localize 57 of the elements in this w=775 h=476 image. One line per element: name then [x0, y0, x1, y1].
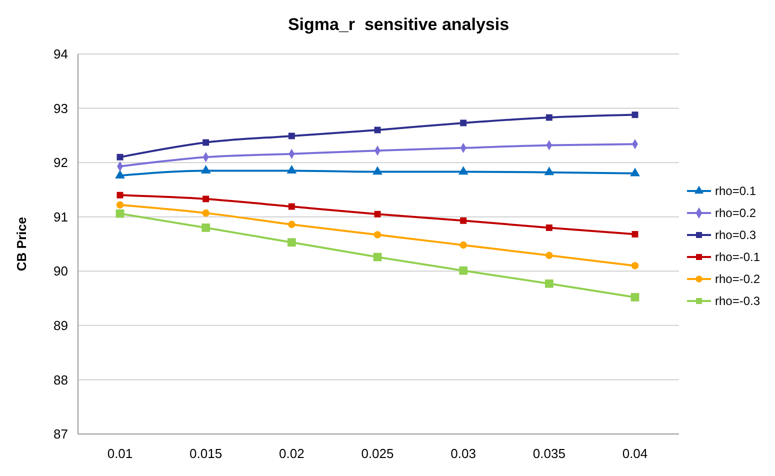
point	[546, 224, 552, 231]
point	[288, 203, 295, 210]
legend-label: rho=-0.2	[715, 272, 760, 286]
x-tick-label: 0.02	[279, 446, 304, 461]
point	[546, 252, 553, 260]
y-tick-label: 89	[54, 318, 68, 333]
point	[373, 252, 382, 262]
y-tick-label: 91	[54, 209, 68, 224]
y-tick-label: 92	[54, 155, 68, 170]
point	[116, 192, 124, 198]
point	[202, 224, 210, 232]
point	[632, 112, 638, 118]
point	[630, 293, 640, 302]
point	[202, 196, 210, 202]
point	[115, 170, 125, 178]
legend-label: rho=0.1	[715, 184, 756, 198]
point	[458, 166, 468, 175]
y-tick-label: 87	[54, 426, 68, 442]
y-tick-label: 88	[54, 372, 68, 388]
point	[372, 166, 382, 175]
x-tick-label: 0.04	[622, 446, 648, 461]
chart-title: Sigma_r sensitive analysis	[288, 15, 510, 34]
point	[116, 209, 124, 218]
y-tick-label: 90	[54, 264, 68, 279]
legend-label: rho=0.3	[715, 228, 756, 242]
point	[116, 154, 124, 160]
point	[632, 230, 638, 238]
y-axis-title: CB Price	[14, 216, 29, 272]
point	[202, 209, 210, 217]
point	[287, 238, 296, 247]
point	[631, 262, 639, 270]
x-tick-label: 0.025	[361, 446, 394, 461]
point	[546, 114, 552, 121]
legend-label: rho=-0.1	[715, 250, 760, 264]
x-tick-label: 0.01	[107, 446, 133, 461]
point	[544, 166, 554, 176]
point	[460, 241, 467, 249]
legend-label: rho=0.2	[715, 206, 756, 220]
point	[374, 231, 382, 238]
point	[286, 165, 297, 174]
point	[460, 217, 467, 224]
x-tick-label: 0.03	[450, 446, 476, 461]
x-tick-label: 0.015	[190, 446, 222, 461]
point	[116, 201, 124, 209]
y-tick-label: 93	[54, 100, 68, 116]
point	[200, 165, 211, 174]
point	[374, 210, 381, 218]
point	[459, 266, 468, 275]
point	[544, 279, 554, 288]
point	[202, 139, 210, 146]
y-tick-label: 94	[54, 46, 68, 62]
legend-label: rho=-0.3	[715, 294, 760, 308]
point	[288, 132, 295, 140]
point	[630, 168, 640, 176]
point	[288, 220, 296, 228]
x-tick-label: 0.035	[532, 446, 566, 461]
point	[460, 120, 467, 126]
